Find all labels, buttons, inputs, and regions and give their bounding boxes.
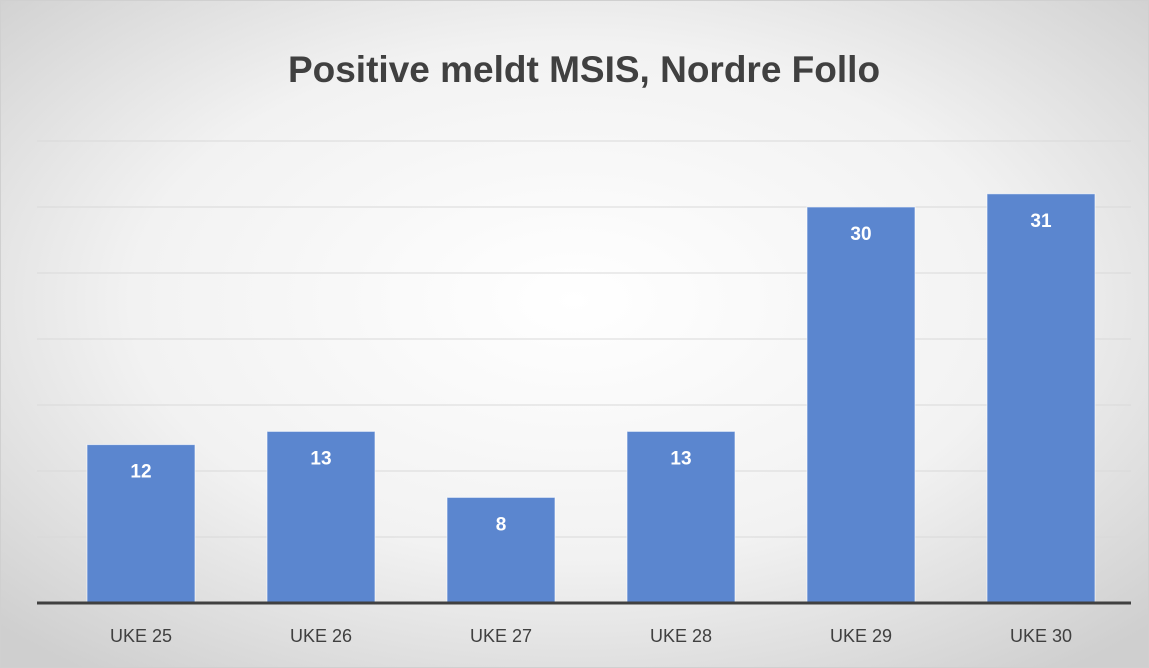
x-tick-label: UKE 30 — [1010, 626, 1072, 646]
bar — [806, 206, 916, 604]
bar — [446, 496, 556, 604]
data-label: 30 — [850, 224, 871, 245]
x-tick-label: UKE 26 — [290, 626, 352, 646]
data-label: 31 — [1030, 211, 1052, 232]
data-label: 13 — [670, 448, 691, 469]
x-tick-label: UKE 27 — [470, 626, 532, 646]
chart-title: Positive meldt MSIS, Nordre Follo — [288, 49, 880, 90]
bar — [626, 430, 736, 604]
x-tick-label: UKE 28 — [650, 626, 712, 646]
bar — [86, 444, 196, 604]
bar — [266, 430, 376, 604]
bar — [986, 193, 1096, 604]
x-tick-label: UKE 25 — [110, 626, 172, 646]
data-label: 12 — [130, 462, 151, 483]
data-label: 8 — [496, 514, 507, 535]
data-label: 13 — [310, 448, 331, 469]
x-tick-label: UKE 29 — [830, 626, 892, 646]
